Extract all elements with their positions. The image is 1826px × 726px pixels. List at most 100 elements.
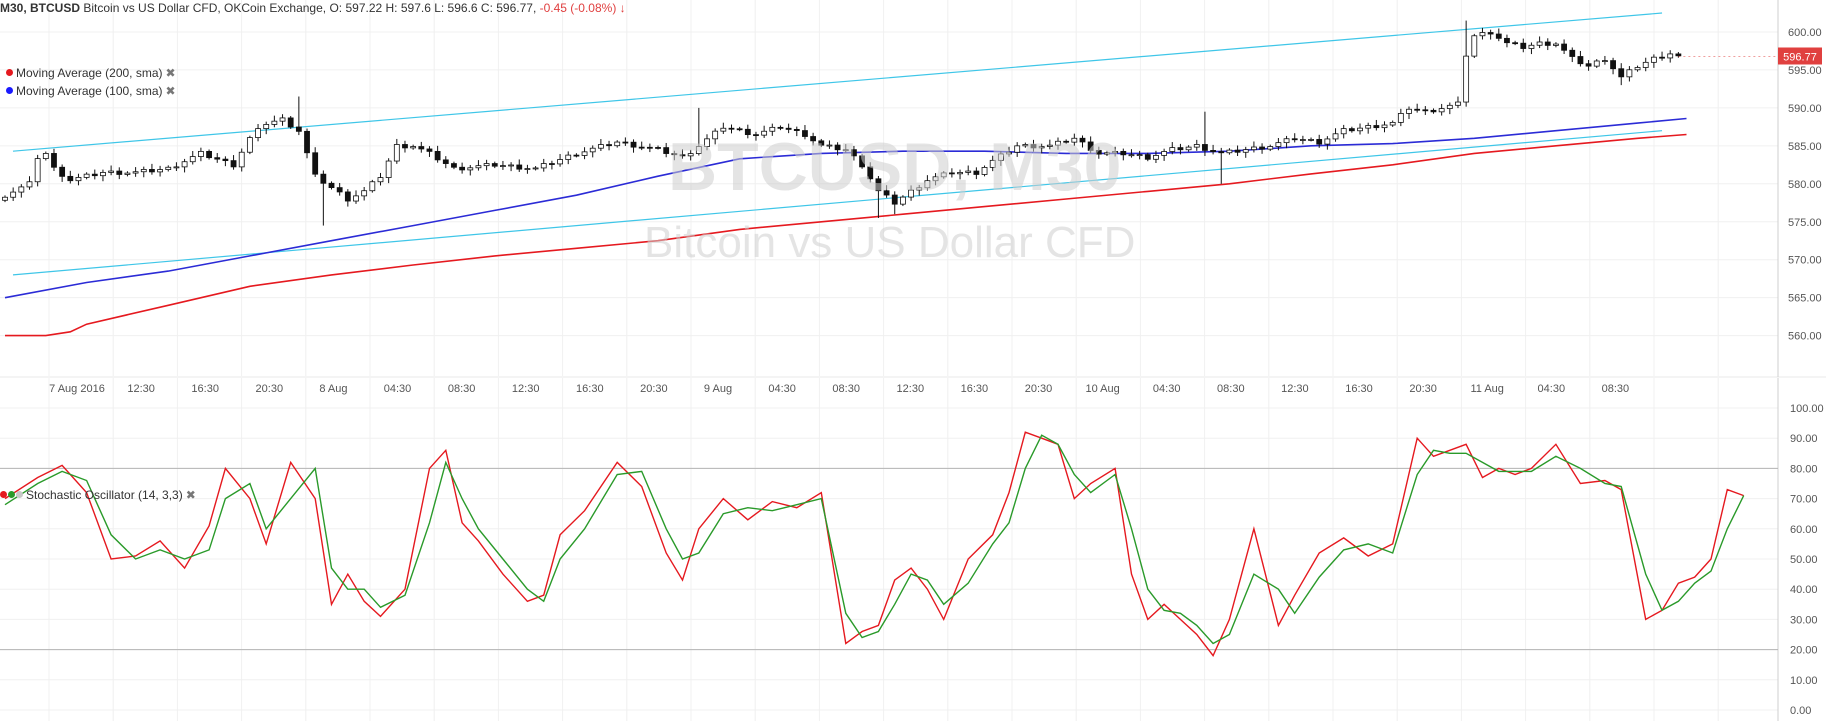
watermark-symbol: BTCUSD, M30 (668, 129, 1122, 205)
candle-up (581, 151, 588, 156)
close-icon[interactable]: ✖ (165, 66, 176, 80)
candle-down (883, 190, 890, 196)
price-axis-label: 585.00 (1788, 141, 1822, 153)
candle-down (328, 182, 335, 189)
candle-up (940, 172, 947, 178)
candle-down (671, 153, 678, 156)
candle-down (573, 154, 580, 157)
legend-ma200[interactable]: Moving Average (200, sma) ✖ (6, 66, 176, 80)
stoch-label: Stochastic Oscillator (14, 3,3) (26, 488, 183, 502)
time-axis-label: 16:30 (191, 383, 219, 395)
stoch-axis-label: 100.00 (1790, 403, 1824, 415)
candle-down (1202, 144, 1208, 151)
candle-up (157, 169, 163, 173)
candle-up (1634, 67, 1641, 71)
time-axis-label: 20:30 (640, 383, 668, 395)
close-icon[interactable]: ✖ (185, 488, 196, 502)
candle-up (1324, 138, 1331, 145)
candle-down (149, 169, 155, 173)
candle-up (10, 191, 17, 198)
candle-down (214, 157, 221, 160)
candle-down (736, 128, 743, 131)
candle-up (1357, 127, 1363, 132)
candle-up (687, 153, 694, 157)
candle-down (1610, 60, 1616, 70)
candle-down (802, 130, 808, 137)
candle-up (1397, 113, 1404, 123)
candle-down (1291, 138, 1298, 141)
candle-down (230, 160, 237, 168)
time-axis-label: 08:30 (448, 383, 476, 395)
candle-up (924, 180, 931, 189)
candle-up (140, 169, 147, 173)
candle-up (1528, 44, 1535, 49)
candle-up (238, 151, 245, 168)
last-price-value: 596.77 (1783, 51, 1817, 63)
price-axis-label: 600.00 (1788, 27, 1822, 39)
candle-down (91, 173, 98, 177)
candle-up (957, 172, 963, 175)
stoch-d-color-dot (8, 491, 15, 498)
candle-down (1495, 33, 1502, 39)
candle-up (1299, 139, 1306, 141)
time-axis-label: 12:30 (1281, 383, 1309, 395)
candle-up (1251, 146, 1257, 151)
candle-down (1414, 108, 1421, 111)
candle-up (761, 130, 768, 136)
ma200-label: Moving Average (200, sma) (16, 66, 163, 80)
candle-up (385, 160, 392, 178)
candle-down (116, 170, 123, 175)
time-axis-label: 16:30 (961, 383, 989, 395)
candle-down (59, 166, 66, 177)
candle-up (173, 166, 180, 169)
change-value: -0.45 (-0.08%) (539, 1, 617, 15)
candle-up (826, 144, 833, 147)
candle-up (393, 144, 400, 162)
candle-down (442, 159, 449, 164)
candle-down (834, 144, 841, 151)
stoch-axis-label: 80.00 (1790, 463, 1818, 475)
candle-down (459, 166, 466, 171)
stoch-ref-color-dot (16, 491, 23, 498)
candle-down (1177, 147, 1184, 151)
time-axis-label: 04:30 (384, 383, 412, 395)
price-axis-label: 575.00 (1788, 217, 1822, 229)
ma100-color-dot (6, 87, 13, 94)
candle-up (1128, 154, 1135, 157)
time-axis-label: 12:30 (512, 383, 540, 395)
candle-up (1071, 137, 1078, 143)
close-icon[interactable]: ✖ (165, 84, 176, 98)
trend-channel-line (12, 130, 1663, 276)
candle-down (402, 144, 408, 149)
legend-stochastic[interactable]: Stochastic Oscillator (14, 3,3) ✖ (0, 488, 196, 502)
candle-down (304, 130, 310, 154)
candle-up (369, 181, 376, 192)
ma100-label: Moving Average (100, sma) (16, 84, 163, 98)
candle-up (1275, 142, 1282, 147)
time-axis-label: 20:30 (256, 383, 284, 395)
candle-down (1422, 109, 1429, 112)
legend-ma100[interactable]: Moving Average (100, sma) ✖ (6, 84, 176, 98)
stoch-d-line (4, 434, 1745, 645)
candle-up (1536, 41, 1543, 46)
candle-up (1455, 101, 1461, 106)
candle-up (1446, 104, 1453, 109)
candle-down (793, 129, 800, 131)
candle-down (1218, 151, 1225, 154)
time-axis-label: 7 Aug 2016 (49, 383, 105, 395)
candle-down (1348, 128, 1355, 132)
candle-down (1030, 144, 1037, 149)
price-axis-label: 590.00 (1788, 103, 1822, 115)
candle-up (1153, 154, 1159, 160)
time-axis-label: 16:30 (1345, 383, 1373, 395)
candle-up (1593, 60, 1600, 67)
candle-up (1267, 146, 1274, 150)
candle-down (1487, 32, 1494, 35)
candle-down (344, 191, 351, 202)
candle-down (1087, 141, 1094, 151)
stoch-axis-label: 20.00 (1790, 645, 1818, 657)
candle-down (1618, 68, 1625, 78)
candle-down (859, 155, 865, 168)
